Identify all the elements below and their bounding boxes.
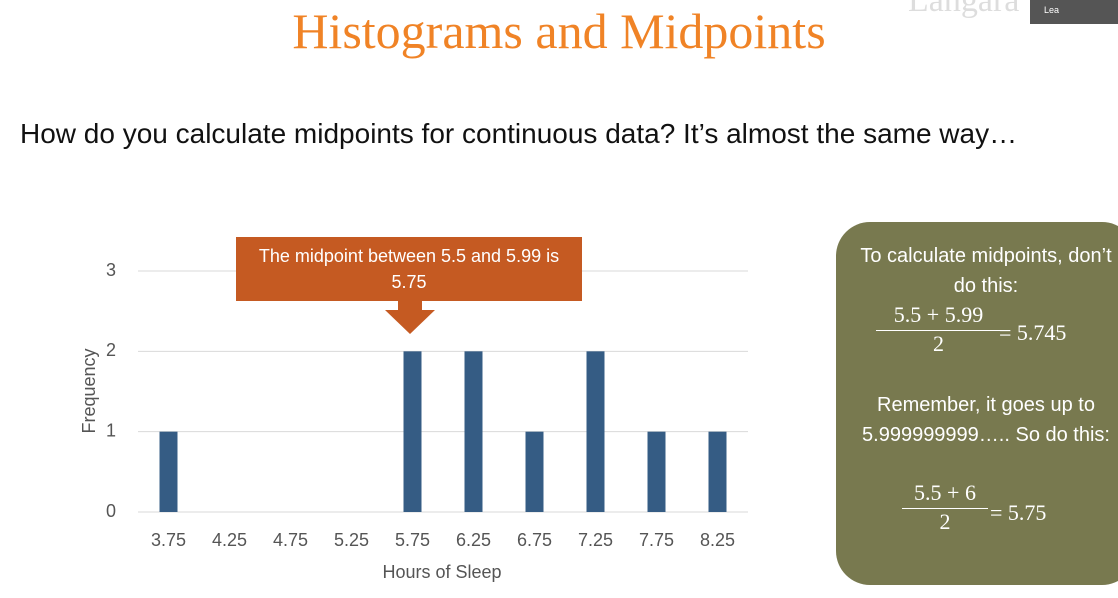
y-tick-label: 0: [106, 501, 116, 521]
note-reminder: Remember, it goes up to 5.999999999….. S…: [862, 394, 1110, 446]
logo: Langara: [908, 0, 1058, 20]
fraction: 5.5 + 5.99 2: [876, 302, 1001, 357]
numerator: 5.5 + 6: [902, 480, 988, 509]
result: = 5.745: [999, 320, 1067, 345]
callout: The midpoint between 5.5 and 5.99 is 5.7…: [236, 237, 582, 301]
x-tick-label: 7.25: [578, 530, 613, 550]
x-tick-label: 5.25: [334, 530, 369, 550]
bar: [647, 431, 666, 512]
denominator: 2: [933, 331, 944, 356]
bar: [586, 351, 605, 512]
x-tick-label: 7.75: [639, 530, 674, 550]
x-tick-label: 8.25: [700, 530, 735, 550]
numerator: 5.5 + 5.99: [876, 302, 1001, 331]
note-intro: To calculate midpoints, don’t do this:: [860, 245, 1112, 297]
x-tick-label: 5.75: [395, 530, 430, 550]
y-axis-label: Frequency: [79, 348, 99, 433]
callout-arrow-shaft: [398, 300, 422, 312]
x-tick-label: 6.75: [517, 530, 552, 550]
fraction: 5.5 + 6 2: [902, 480, 988, 535]
bar: [159, 431, 178, 512]
x-tick-label: 4.25: [212, 530, 247, 550]
participant-name: Lea: [1044, 5, 1060, 15]
slide-title: Histograms and Midpoints: [292, 3, 826, 59]
x-tick-label: 4.75: [273, 530, 308, 550]
bar: [525, 431, 544, 512]
x-axis-label: Hours of Sleep: [382, 562, 501, 582]
logo-text: Langara: [908, 0, 1020, 19]
y-tick-label: 2: [106, 340, 116, 360]
x-tick-label: 3.75: [151, 530, 186, 550]
bar: [708, 431, 727, 512]
denominator: 2: [939, 509, 951, 534]
bar: [464, 351, 483, 512]
y-tick-label: 1: [106, 420, 116, 440]
bar: [403, 351, 422, 512]
video-thumbnail: Lea: [1030, 0, 1118, 24]
callout-arrow-head: [385, 310, 435, 334]
result: = 5.75: [990, 500, 1047, 525]
x-tick-label: 6.25: [456, 530, 491, 550]
y-tick-label: 3: [106, 260, 116, 280]
note-box: To calculate midpoints, don’t do this: 5…: [836, 222, 1118, 585]
body-text: How do you calculate midpoints for conti…: [20, 118, 1018, 149]
